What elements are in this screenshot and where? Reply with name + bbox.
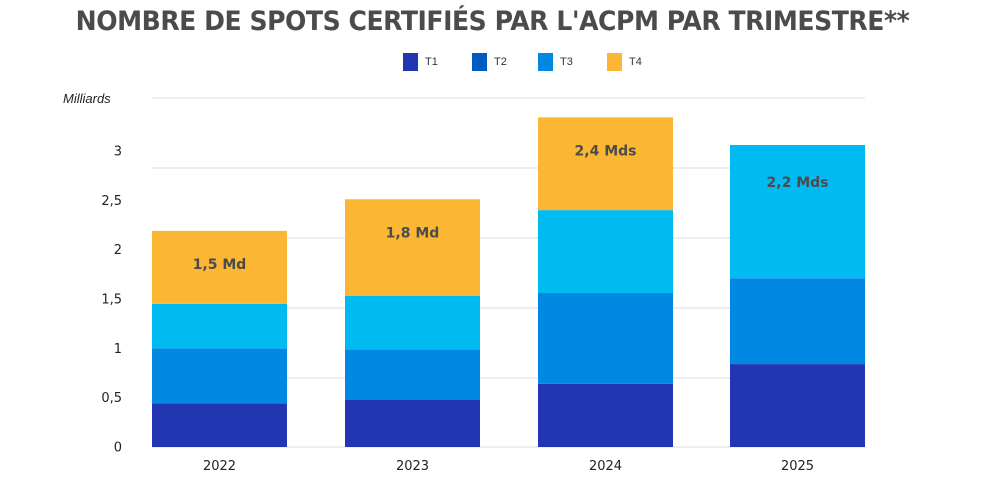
x-tick-label: 2024 (589, 459, 622, 474)
bar-2024-t3 (538, 210, 673, 294)
bar-2024-t1 (538, 383, 673, 447)
legend: T1 T2 T3 T4 (0, 53, 985, 73)
y-tick-label: 1 (114, 342, 122, 357)
x-tick-label: 2022 (203, 459, 236, 474)
bar-2023-t4 (345, 199, 480, 296)
bar-2022-t1 (152, 403, 287, 447)
bars (152, 117, 865, 447)
y-tick-label: 0 (114, 441, 122, 456)
y-axis-unit-label: Milliards (63, 91, 111, 106)
bar-2025-t1 (730, 364, 865, 447)
bar-2025-t3 (730, 144, 865, 279)
legend-label-t2: T2 (494, 56, 507, 68)
y-tick-label: 2 (114, 243, 122, 258)
bar-2023-t2 (345, 349, 480, 400)
legend-swatch-t2 (472, 53, 487, 71)
data-label-2023: 1,8 Md (386, 225, 440, 241)
legend-item-t3: T3 (538, 53, 573, 71)
data-labels: 1,5 Md 1,8 Md 2,4 Mds 2,2 Mds (193, 143, 829, 273)
legend-label-t1: T1 (425, 56, 438, 68)
legend-swatch-t1 (403, 53, 418, 71)
legend-swatch-t3 (538, 53, 553, 71)
y-axis-ticks: 0 0,5 1 1,5 2 2,5 3 (101, 144, 122, 455)
y-tick-label: 2,5 (101, 194, 122, 209)
bar-2024-t4 (538, 117, 673, 211)
bar-2024-t2 (538, 293, 673, 384)
legend-item-t2: T2 (472, 53, 507, 71)
legend-item-t4: T4 (607, 53, 642, 71)
y-tick-label: 0,5 (101, 391, 122, 406)
chart-title: NOMBRE DE SPOTS CERTIFIÉS PAR L'ACPM PAR… (75, 6, 910, 37)
legend-item-t1: T1 (403, 53, 438, 71)
y-tick-label: 3 (114, 144, 122, 159)
data-label-2024: 2,4 Mds (575, 143, 637, 159)
bar-2023-t1 (345, 399, 480, 447)
legend-swatch-t4 (607, 53, 622, 71)
x-axis-labels: 2022 2023 2024 2025 (203, 459, 814, 474)
x-tick-label: 2023 (396, 459, 429, 474)
bar-2025-t2 (730, 278, 865, 365)
y-tick-label: 1,5 (101, 292, 122, 307)
x-tick-label: 2025 (781, 459, 814, 474)
bar-2022-t3 (152, 303, 287, 349)
bar-2023-t3 (345, 295, 480, 350)
legend-label-t4: T4 (629, 56, 642, 68)
bar-2022-t2 (152, 348, 287, 404)
legend-label-t3: T3 (560, 56, 573, 68)
data-label-2022: 1,5 Md (193, 257, 247, 273)
bar-2022-t4 (152, 230, 287, 304)
data-label-2025: 2,2 Mds (767, 175, 829, 191)
